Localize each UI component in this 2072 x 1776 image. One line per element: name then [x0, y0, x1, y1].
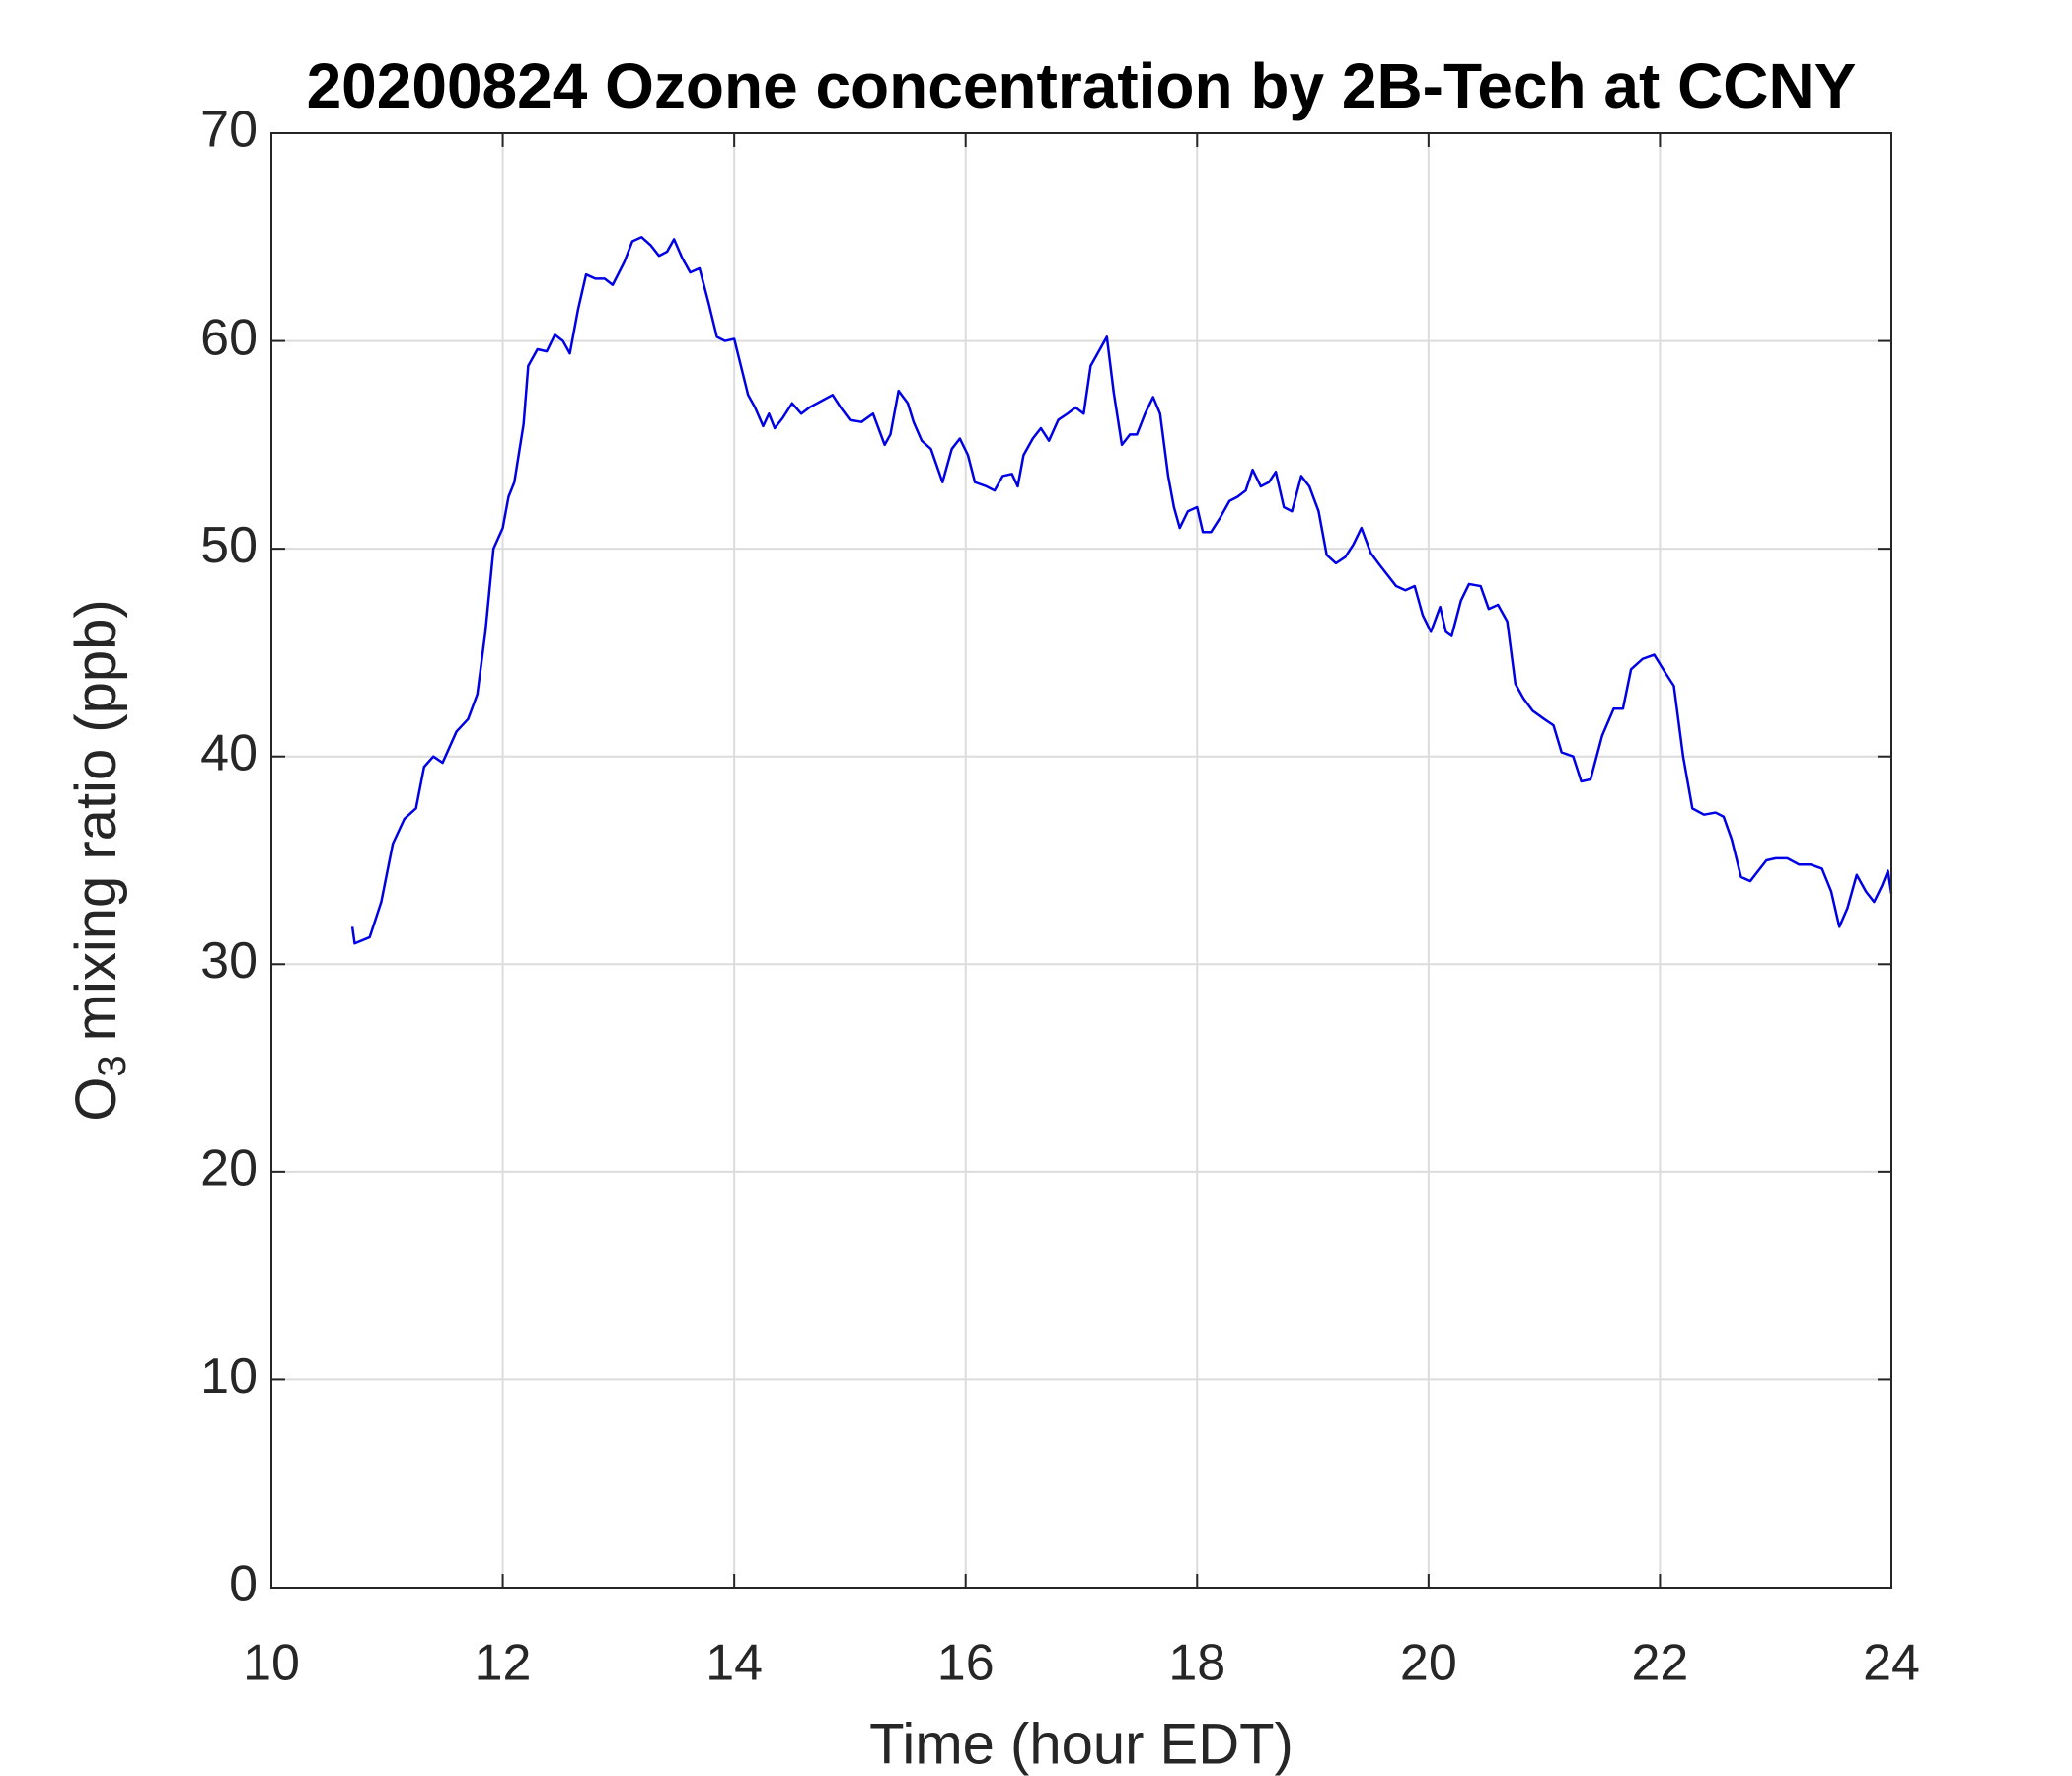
plot-area: [270, 132, 1893, 1589]
data-line: [350, 236, 1893, 945]
x-tick-label: 24: [1863, 1635, 1920, 1692]
y-axis-label: O3 mixing ratio (ppb): [64, 599, 133, 1121]
x-tick-label: 18: [1168, 1635, 1225, 1692]
y-tick-label: 60: [200, 309, 258, 366]
y-label-base: O: [64, 1077, 128, 1122]
x-tick-label: 12: [475, 1635, 532, 1692]
x-axis-label: Time (hour EDT): [869, 1712, 1294, 1776]
x-tick-label: 20: [1400, 1635, 1457, 1692]
y-tick-label: 50: [200, 517, 258, 574]
y-tick-label: 70: [200, 102, 258, 159]
x-tick-label: 16: [937, 1635, 995, 1692]
axes-frame: [270, 132, 1892, 1589]
x-tick-label: 10: [243, 1635, 300, 1692]
y-label-text: mixing ratio (ppb): [64, 599, 128, 1041]
y-tick-label: 30: [200, 932, 258, 990]
chart-title: 20200824 Ozone concentration by 2B-Tech …: [307, 50, 1857, 121]
y-tick-label: 40: [200, 724, 258, 781]
y-tick-label: 10: [200, 1348, 258, 1405]
y-tick-label: 20: [200, 1141, 258, 1198]
y-tick-label: 0: [229, 1556, 258, 1613]
x-tick-label: 22: [1632, 1635, 1689, 1692]
x-tick-label: 14: [705, 1635, 763, 1692]
y-label-subscript: 3: [91, 1055, 134, 1076]
